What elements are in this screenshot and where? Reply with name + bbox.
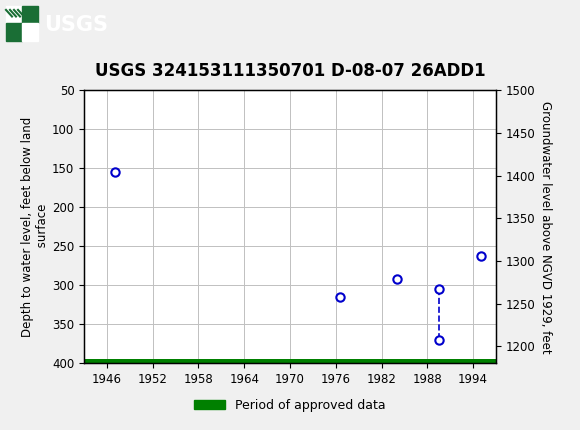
Y-axis label: Depth to water level, feet below land
 surface: Depth to water level, feet below land su… xyxy=(21,117,49,337)
Y-axis label: Groundwater level above NGVD 1929, feet: Groundwater level above NGVD 1929, feet xyxy=(539,101,552,353)
Legend: Period of approved data: Period of approved data xyxy=(189,394,391,417)
Bar xyxy=(6,23,22,41)
Bar xyxy=(22,23,38,41)
Text: USGS 324153111350701 D-08-07 26ADD1: USGS 324153111350701 D-08-07 26ADD1 xyxy=(95,62,485,80)
Bar xyxy=(392,359,401,363)
Bar xyxy=(338,359,342,363)
Bar xyxy=(433,359,447,363)
Text: USGS: USGS xyxy=(44,15,108,35)
Bar xyxy=(6,6,22,23)
Bar xyxy=(84,359,496,363)
Bar xyxy=(22,6,38,23)
